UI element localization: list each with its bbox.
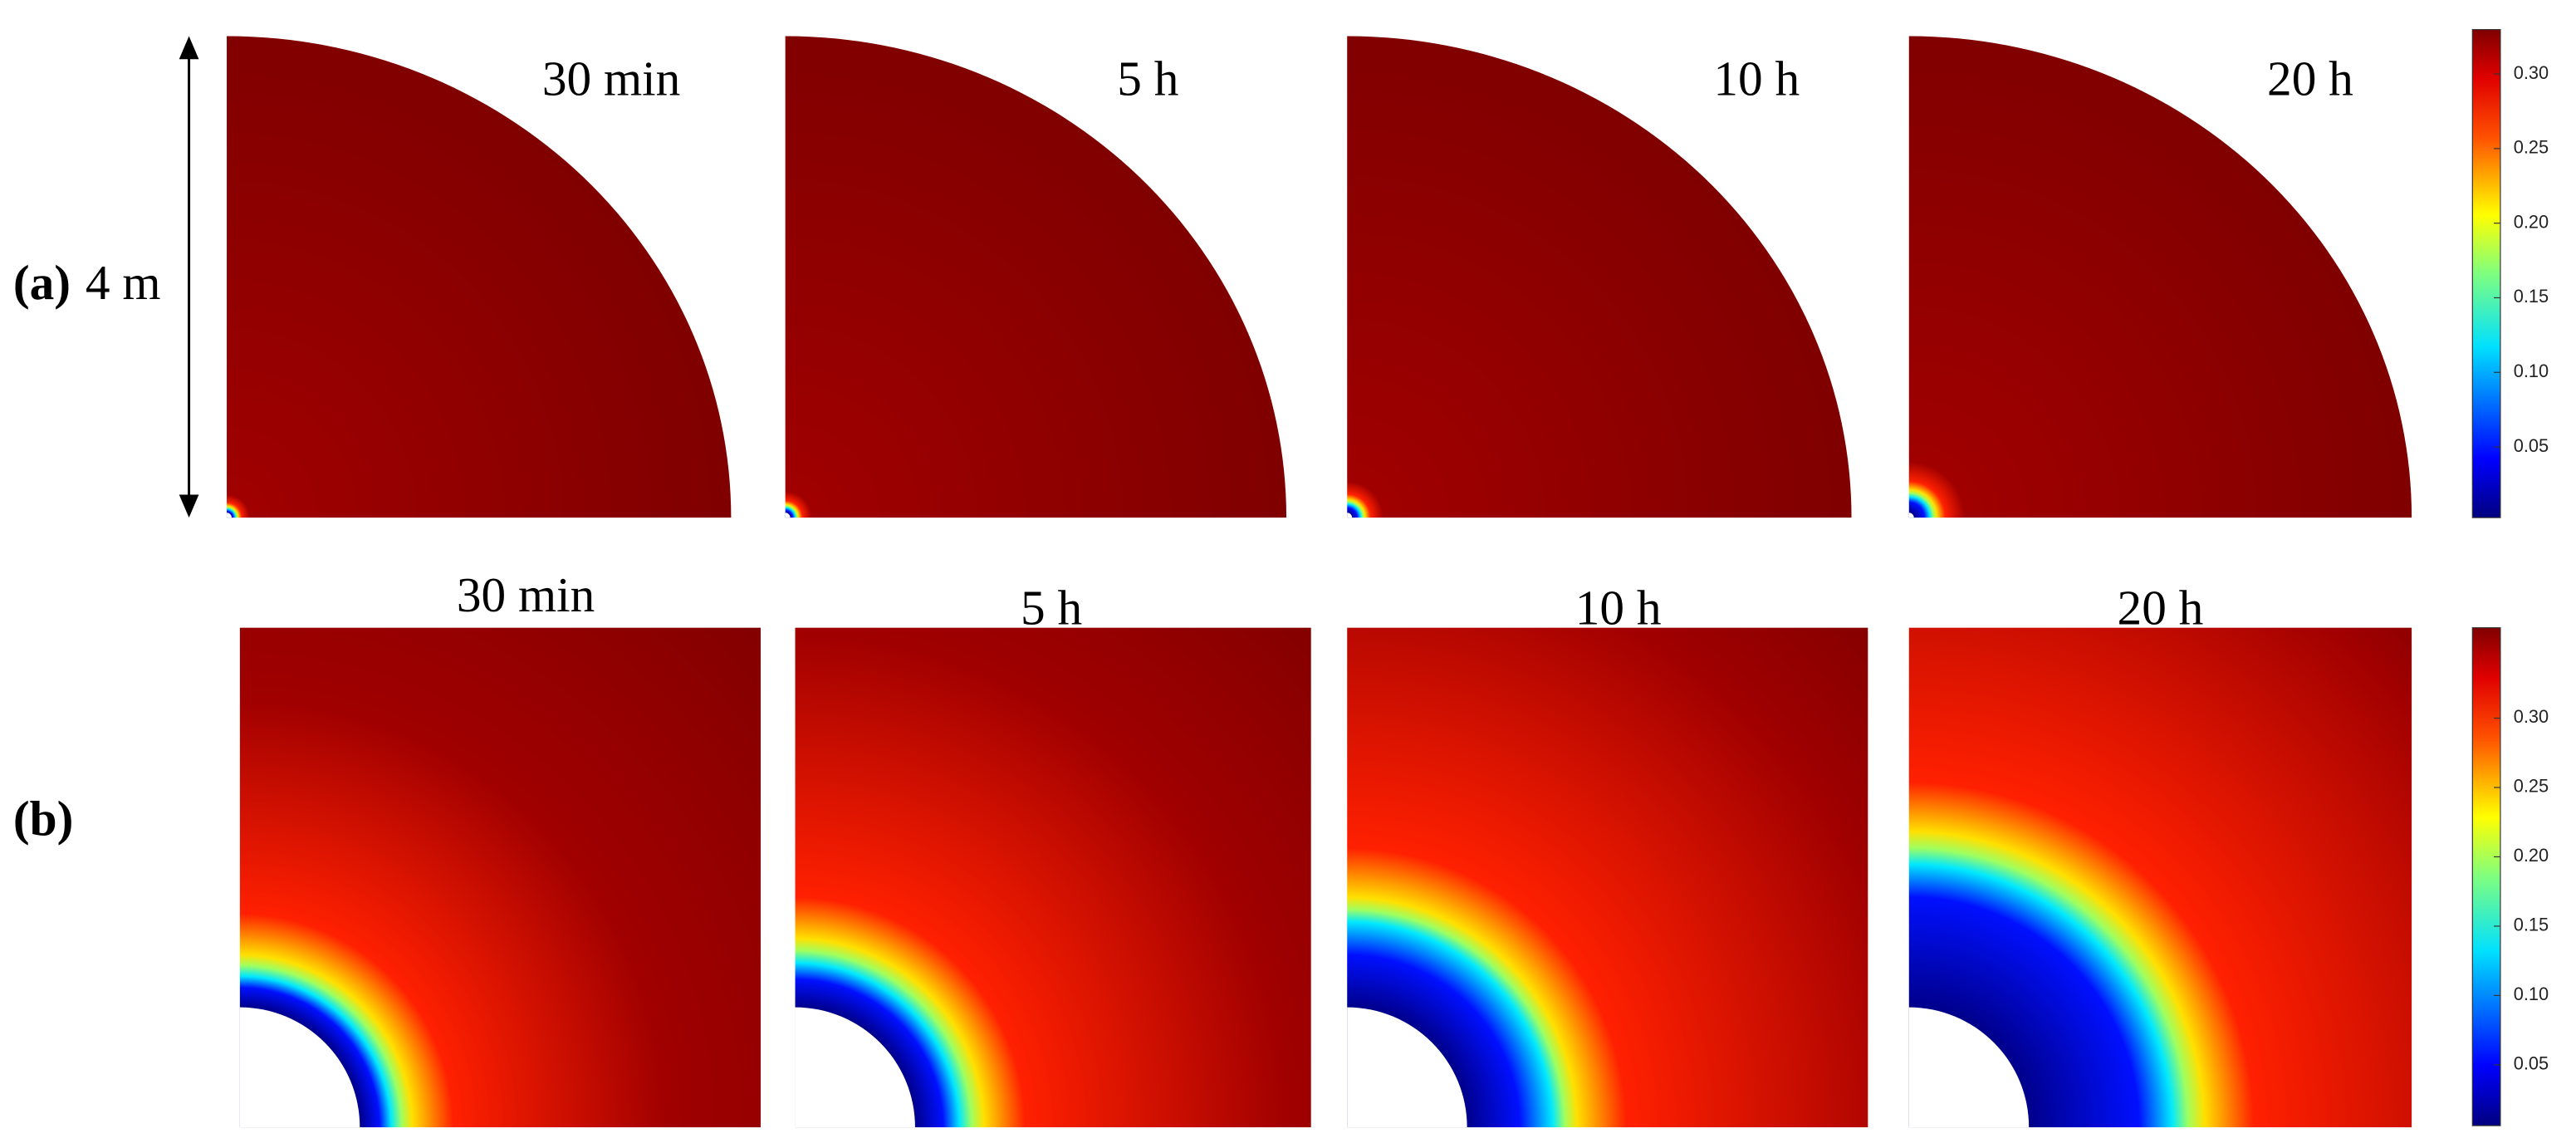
colorbar-tick-label: 0.05 — [2514, 435, 2549, 456]
time-label: 10 h — [1713, 52, 1800, 106]
row-label: (a) — [13, 255, 71, 310]
inner-hole — [785, 513, 791, 518]
colorbar-tick-label: 0.25 — [2514, 137, 2549, 158]
time-label: 20 h — [2267, 52, 2353, 106]
quarter-domain — [1908, 36, 2412, 518]
colorbar-tick-label: 0.10 — [2514, 984, 2549, 1004]
colorbar-tick-label: 0.20 — [2514, 211, 2549, 232]
colorbar-tick-label: 0.10 — [2514, 361, 2549, 381]
colorbar — [2471, 29, 2501, 518]
time-label: 30 min — [542, 52, 680, 106]
colorbar-tick-label: 0.20 — [2514, 845, 2549, 866]
inner-hole — [239, 1007, 360, 1128]
inner-hole — [1908, 513, 1914, 518]
square-domain — [239, 627, 761, 1128]
square-domain — [1347, 627, 1868, 1128]
row-a: 30 min 5 h 10 h 20 h — [227, 36, 2412, 518]
colorbar-ticks: 0.05 0.10 0.15 0.20 0.25 0.30 — [2494, 706, 2549, 1074]
colorbar-tick-label: 0.05 — [2514, 1053, 2549, 1074]
time-label: 20 h — [2118, 581, 2204, 635]
time-label: 10 h — [1575, 581, 1662, 635]
colorbar-tick-label: 0.25 — [2514, 776, 2549, 797]
inner-hole — [1347, 1007, 1467, 1128]
scale-label: 4 m — [86, 255, 161, 310]
quarter-domain — [227, 36, 732, 518]
inner-hole — [795, 1007, 915, 1128]
colorbar-tick-label: 0.15 — [2514, 915, 2549, 935]
row-b: 30 min 5 h 10 h 20 h — [239, 567, 2412, 1128]
time-label: 5 h — [1117, 52, 1178, 106]
colorbar — [2471, 627, 2501, 1126]
colorbar-ticks: 0.05 0.10 0.15 0.20 0.25 0.30 — [2494, 62, 2549, 456]
colorbar-tick-label: 0.30 — [2514, 62, 2549, 83]
inner-hole — [1908, 1007, 2030, 1128]
time-label: 30 min — [457, 567, 595, 622]
time-label: 5 h — [1021, 581, 1082, 635]
quarter-domain — [785, 36, 1287, 518]
inner-hole — [1347, 513, 1353, 518]
quarter-domain — [1347, 36, 1852, 518]
colorbar-tick-label: 0.30 — [2514, 706, 2549, 727]
row-label: (b) — [13, 791, 74, 846]
inner-hole — [227, 513, 232, 518]
colorbar-tick-label: 0.15 — [2514, 286, 2549, 307]
